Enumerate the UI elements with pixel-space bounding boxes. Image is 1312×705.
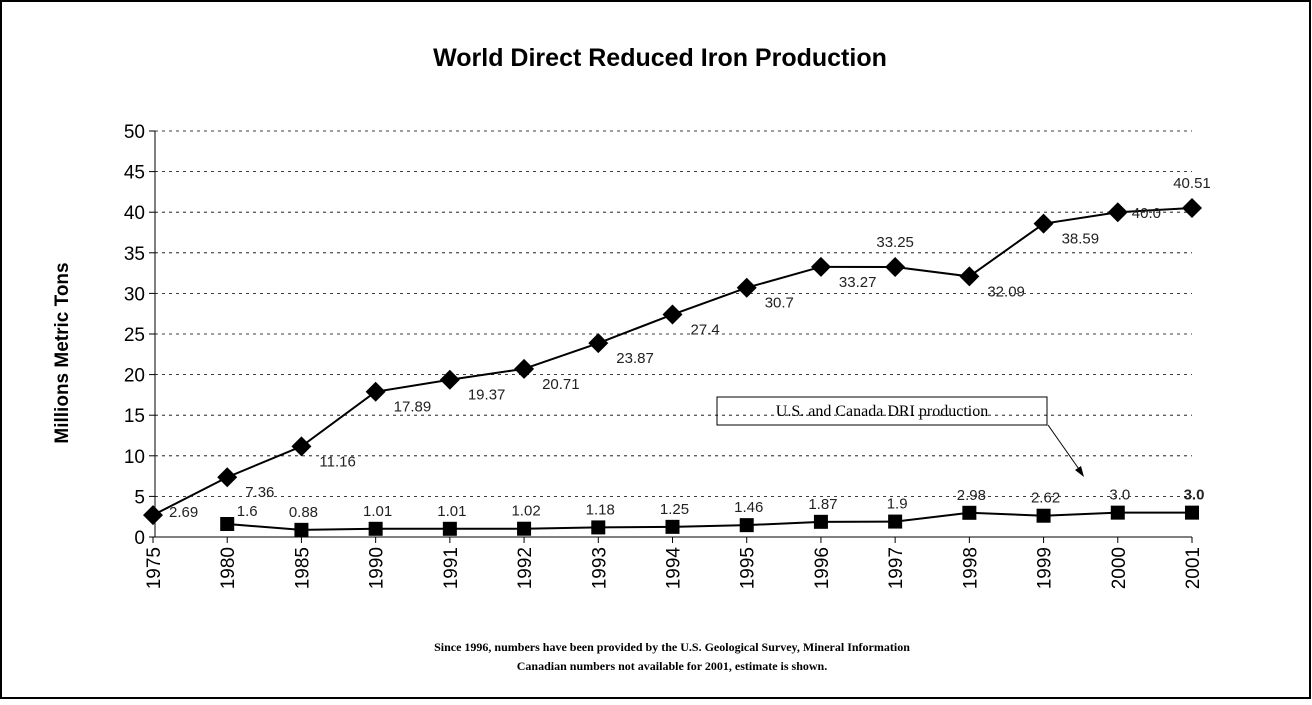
series-line — [227, 511, 1192, 531]
marker — [662, 304, 683, 325]
x-tick-label: 1998 — [960, 547, 981, 589]
data-label: 2.62 — [1031, 490, 1060, 507]
marker — [1036, 508, 1051, 523]
data-label: 30.7 — [765, 295, 794, 312]
footnote: Canadian numbers not available for 2001,… — [517, 659, 827, 673]
marker — [220, 517, 235, 532]
x-tick-label: 1980 — [218, 547, 239, 589]
marker — [665, 519, 680, 534]
data-label: 3.0 — [1184, 487, 1205, 504]
data-label: 17.89 — [394, 399, 432, 416]
data-label: 1.87 — [808, 496, 837, 513]
marker — [442, 521, 457, 536]
marker — [813, 514, 828, 529]
marker — [1107, 202, 1128, 223]
data-label: 40.51 — [1173, 175, 1211, 192]
data-label: 38.59 — [1062, 231, 1100, 248]
y-tick-label: 25 — [124, 325, 145, 346]
x-tick-label: 1990 — [367, 547, 388, 589]
data-label: 2.69 — [169, 504, 198, 521]
x-tick-label: 1992 — [515, 547, 536, 589]
data-label: 2.98 — [957, 487, 986, 504]
marker — [1033, 213, 1054, 234]
marker — [514, 358, 535, 379]
marker — [368, 521, 383, 536]
data-label: 1.9 — [887, 496, 908, 513]
y-tick-label: 20 — [124, 366, 145, 387]
y-tick-label: 5 — [134, 487, 145, 508]
x-tick-label: 1999 — [1035, 547, 1056, 589]
marker — [1110, 505, 1125, 520]
y-tick-label: 35 — [124, 244, 145, 265]
y-tick-label: 30 — [124, 284, 145, 305]
data-label: 1.02 — [511, 503, 540, 520]
marker — [959, 266, 980, 287]
x-tick-label: 2001 — [1183, 547, 1204, 589]
data-label: 33.27 — [839, 274, 877, 291]
marker — [1182, 198, 1202, 219]
annotation: U.S. and Canada DRI production — [776, 403, 988, 420]
x-tick-label: 1996 — [812, 547, 833, 589]
chart-title: World Direct Reduced Iron Production — [433, 44, 887, 72]
data-label: 33.25 — [876, 234, 914, 251]
marker — [588, 333, 609, 354]
marker — [291, 436, 312, 457]
data-label: 1.01 — [363, 503, 392, 520]
data-label: 1.46 — [734, 499, 763, 516]
marker — [143, 505, 163, 526]
marker — [962, 505, 977, 520]
data-label: 7.36 — [245, 484, 274, 501]
y-tick-label: 0 — [134, 528, 145, 549]
data-label: 40.0 — [1132, 205, 1161, 222]
y-tick-label: 10 — [124, 447, 145, 468]
marker — [810, 256, 831, 277]
marker — [217, 467, 238, 488]
x-tick-label: 1994 — [664, 547, 685, 590]
marker — [439, 369, 460, 390]
y-tick-label: 45 — [124, 163, 145, 184]
arrow-head — [1075, 466, 1084, 477]
marker — [294, 522, 309, 537]
data-label: 1.25 — [660, 501, 689, 518]
data-label: 19.37 — [468, 387, 506, 404]
x-tick-label: 1995 — [738, 547, 759, 589]
marker — [885, 257, 906, 278]
data-label: 1.01 — [437, 503, 466, 520]
data-label: 32.09 — [987, 283, 1025, 300]
x-tick-label: 1993 — [589, 547, 610, 589]
y-axis-label: Millions Metric Tons — [52, 262, 73, 443]
x-tick-label: 2000 — [1109, 547, 1130, 589]
x-tick-label: 1997 — [886, 547, 907, 589]
y-tick-label: 40 — [124, 203, 145, 224]
data-label: 1.6 — [237, 503, 258, 520]
data-label: 3.0 — [1109, 487, 1130, 504]
data-label: 20.71 — [542, 376, 580, 393]
footnote: Since 1996, numbers have been provided b… — [434, 640, 910, 654]
marker — [736, 277, 757, 298]
marker — [517, 521, 532, 536]
x-tick-label: 1985 — [292, 547, 313, 589]
data-label: 1.18 — [586, 501, 615, 518]
marker — [365, 381, 386, 402]
data-label: 27.4 — [691, 322, 720, 339]
data-label: 0.88 — [289, 504, 318, 521]
y-tick-label: 50 — [124, 122, 145, 143]
data-label: 23.87 — [616, 350, 654, 367]
annotation-arrow — [1047, 424, 1082, 473]
y-tick-label: 15 — [124, 406, 145, 427]
x-tick-label: 1975 — [144, 547, 165, 589]
marker — [888, 514, 903, 529]
marker — [739, 518, 754, 533]
data-label: 11.16 — [319, 453, 355, 470]
marker — [1185, 505, 1199, 520]
marker — [591, 520, 606, 535]
annotation-box — [716, 396, 1048, 426]
x-tick-label: 1991 — [441, 547, 462, 589]
